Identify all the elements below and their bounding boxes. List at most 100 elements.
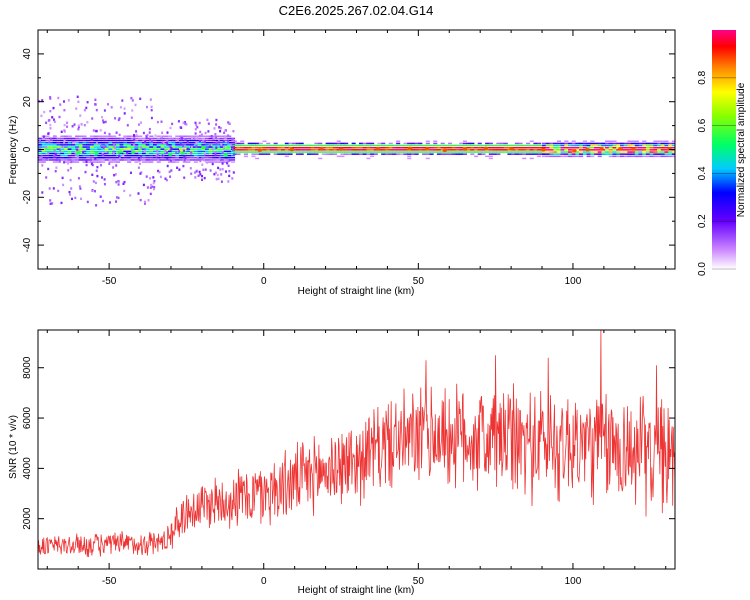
spectrogram-cell (492, 153, 497, 155)
spectrogram-cell (123, 139, 128, 142)
spectrogram-peak (585, 148, 590, 152)
spectrogram-cell (64, 150, 69, 153)
spectrogram-cell (186, 161, 191, 163)
spectrogram-cell (127, 144, 132, 146)
spectrogram-cell (160, 150, 165, 153)
spectrogram-peak (462, 147, 468, 151)
spectrogram-cell (575, 155, 580, 158)
spectrogram-cell (179, 159, 184, 161)
spectrogram-cell (141, 161, 146, 163)
spectrogram-cell (119, 157, 124, 159)
spectrogram-cell (455, 149, 460, 151)
spectrogram-cell (425, 144, 430, 147)
spectrogram-cell (92, 180, 95, 183)
spectrogram-cell (148, 131, 151, 134)
spectrogram-cell (381, 144, 386, 147)
spectrogram-cell (292, 149, 297, 151)
spectrogram-cell (127, 152, 132, 155)
spectrogram-cell (370, 149, 375, 151)
spectrogram-cell (403, 153, 408, 155)
spectrogram-cell (503, 147, 508, 149)
spectrogram-cell (141, 146, 146, 148)
spectrogram-cell (269, 144, 274, 147)
spectrogram-cell (660, 147, 665, 149)
spectrogram-cell (71, 160, 74, 163)
spectrogram-cell (560, 147, 565, 149)
spectrogram-cell (333, 149, 338, 151)
spectrogram-cell (104, 137, 109, 140)
spectrogram-cell (166, 131, 169, 134)
spectrogram-cell (77, 148, 80, 151)
spectrogram-cell (149, 161, 154, 163)
spectrogram-cell (671, 142, 675, 145)
spectrogram-cell (167, 157, 172, 159)
spectrogram-cell (582, 151, 587, 153)
spectrogram-cell (137, 158, 140, 161)
spectrogram-cell (52, 161, 57, 163)
spectrogram-cell (568, 149, 573, 151)
spectrogram-cell (190, 145, 193, 149)
spectrogram-cell (462, 142, 467, 145)
spectrogram-cell (89, 144, 94, 146)
spectrogram-cell (186, 152, 191, 155)
spectrogram-cell (205, 135, 210, 137)
spectrogram-cell (488, 157, 493, 160)
spectrogram-cell (160, 135, 165, 137)
spectrogram-cell (112, 148, 117, 150)
spectrogram-cell (321, 144, 326, 147)
spectrogram-cell (45, 158, 48, 161)
spectrogram-cell (657, 153, 662, 155)
spectrogram-cell (414, 153, 419, 155)
spectrogram-cell (216, 152, 221, 155)
spectrogram-cell (41, 139, 46, 142)
spectrogram-cell (94, 103, 97, 106)
spectrogram-cell (60, 137, 65, 140)
spectrogram-cell (130, 148, 135, 150)
spectrogram-cell (314, 153, 319, 155)
spectrogram-cell (533, 147, 538, 149)
spectrogram-cell (143, 149, 146, 152)
spectrogram-cell (459, 151, 464, 153)
spectrogram-cell (82, 144, 87, 146)
spectrogram-cell (67, 144, 72, 146)
spectrogram-cell (507, 153, 512, 155)
spectrogram-cell (89, 152, 94, 155)
spectrogram-cell (537, 147, 542, 149)
spectrogram-cell (117, 180, 120, 183)
spectrogram-cell (344, 144, 349, 147)
spectrogram-cell (231, 148, 234, 151)
spectrogram-cell (605, 144, 610, 147)
spectrogram-cell (370, 153, 375, 155)
spectrogram-cell (466, 149, 471, 151)
spectrogram-cell (318, 151, 323, 153)
spectrogram-cell (104, 154, 109, 157)
spectrogram-cell (496, 149, 501, 151)
spectrogram-peak (375, 146, 381, 151)
spectrogram-cell (149, 150, 154, 153)
spectrogram-cell (52, 146, 57, 148)
spectrogram-cell (227, 152, 232, 155)
spectrogram-cell (190, 154, 195, 157)
spectrogram-cell (82, 142, 87, 144)
spectrogram-cell (568, 142, 573, 145)
spectrogram-cell (545, 147, 550, 149)
spectrogram-cell (45, 148, 50, 150)
spectrogram-cell (649, 144, 654, 147)
spectrogram-ytick-label: 20 (22, 96, 33, 108)
spectrogram-cell (197, 146, 202, 148)
spectrogram-cell (362, 149, 367, 151)
spectrogram-cell (67, 154, 72, 157)
spectrogram-cell (127, 161, 132, 163)
spectrogram-cell (269, 149, 274, 151)
spectrogram-cell (101, 157, 106, 159)
spectrogram-cell (139, 97, 142, 100)
spectrogram-cell (384, 153, 389, 155)
spectrogram-cell (377, 151, 382, 153)
spectrogram-cell (40, 114, 43, 117)
spectrogram-xtick-label: 100 (565, 276, 582, 287)
spectrogram-cell (318, 144, 323, 147)
spectrogram-cell (153, 148, 158, 150)
spectrogram-cell (492, 144, 497, 147)
spectrogram-cell (258, 153, 263, 155)
spectrogram-cell (104, 148, 109, 150)
